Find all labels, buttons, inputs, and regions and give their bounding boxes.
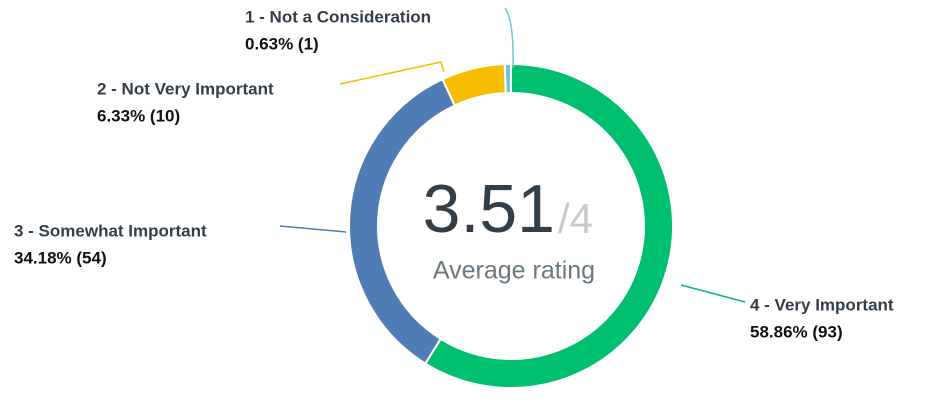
segment-value-label: 58.86% (93) <box>750 322 843 341</box>
center-suffix: /4 <box>558 195 593 242</box>
donut-segment <box>424 62 674 389</box>
leader-line <box>339 61 445 85</box>
segment-value-label: 34.18% (54) <box>14 248 107 267</box>
center-label: Average rating <box>433 257 595 285</box>
leader-line <box>680 284 746 303</box>
segment-value-label: 6.33% (10) <box>97 106 180 125</box>
segment-label: 1 - Not a Consideration <box>245 7 431 26</box>
segment-label: 4 - Very Important <box>750 295 894 314</box>
leader-line <box>504 7 514 69</box>
segment-label: 2 - Not Very Important <box>97 79 274 98</box>
segment-label: 3 - Somewhat Important <box>14 221 207 240</box>
segment-value-label: 0.63% (1) <box>245 34 319 53</box>
leader-line <box>279 225 347 233</box>
center-value: 3.51 <box>423 171 555 247</box>
